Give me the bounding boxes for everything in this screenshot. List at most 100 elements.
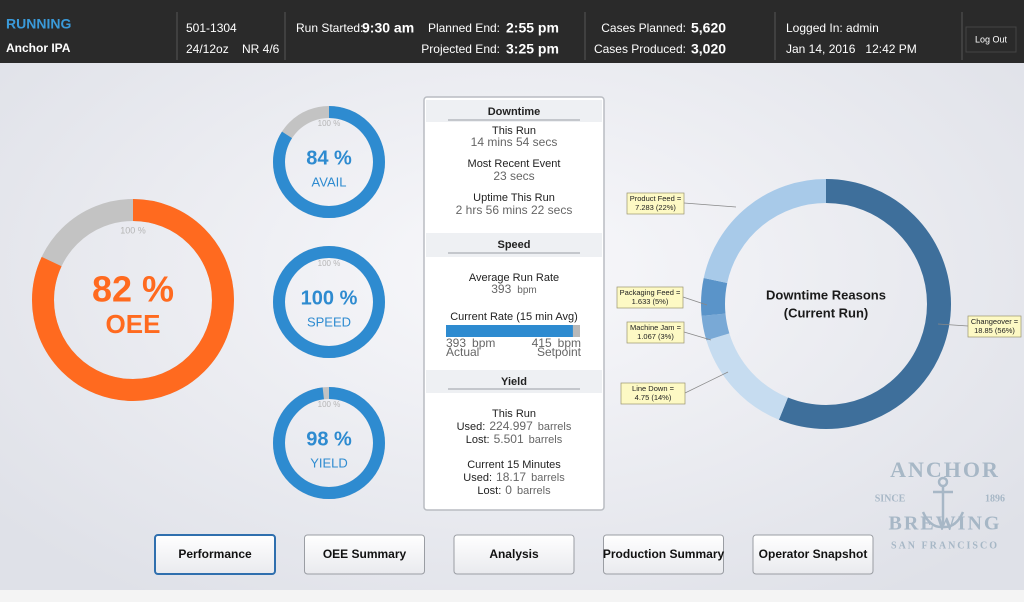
callout-box xyxy=(626,192,685,215)
yield-value: 224.997 xyxy=(489,419,533,433)
callout-box xyxy=(626,321,685,344)
projected-end-label: Projected End: xyxy=(421,42,500,56)
callout-line xyxy=(684,371,729,394)
nav-button[interactable]: Production Summary xyxy=(603,534,725,575)
unit: bpm xyxy=(472,336,495,350)
callout-label: Machine Jam = xyxy=(630,323,682,332)
chart-title: Downtime Reasons xyxy=(766,287,886,302)
product: Anchor IPA xyxy=(6,41,71,55)
cases-planned: 5,620 xyxy=(691,20,726,36)
nav-button-bg[interactable] xyxy=(453,534,575,575)
yield-line: Used: 224.997 barrels xyxy=(457,419,572,433)
callout-value: 1.633 (5%) xyxy=(632,297,669,306)
logged-in: Logged In: admin xyxy=(786,21,879,35)
section-title: Downtime xyxy=(488,106,541,118)
package: 24/12oz xyxy=(186,42,229,56)
actual-value: 393 bpm xyxy=(446,336,495,350)
nav-button-bg[interactable] xyxy=(603,534,724,575)
period-title: This Run xyxy=(492,408,536,420)
nav-button-label[interactable]: Operator Snapshot xyxy=(759,547,868,561)
logo: ANCHOR SINCE 1896 BREWING SAN FRANCISCO xyxy=(875,457,1005,551)
item-value: 393 bpm xyxy=(491,282,536,296)
nav-button-label[interactable]: Production Summary xyxy=(603,547,725,561)
header: RUNNING Anchor IPA 501-1304 24/12oz NR 4… xyxy=(0,0,1024,63)
yield-line: Lost: 5.501 barrels xyxy=(466,432,563,446)
nav-button[interactable]: OEE Summary xyxy=(304,534,425,575)
callout-line xyxy=(682,296,708,306)
donut-slice xyxy=(701,179,951,429)
logo-since: SINCE xyxy=(875,493,906,504)
panel-bg xyxy=(423,96,605,511)
nav-button-bg[interactable] xyxy=(154,534,276,575)
yield-value: 5.501 xyxy=(494,432,524,446)
chart-subtitle: (Current Run) xyxy=(784,305,869,320)
yield-label: Used: xyxy=(457,421,486,433)
gauge-value: 98 % xyxy=(306,428,352,450)
footer-strip xyxy=(0,590,1024,602)
callout-label: Line Down = xyxy=(632,384,675,393)
projected-end: 3:25 pm xyxy=(506,41,559,57)
period-title: Current 15 Minutes xyxy=(467,459,561,471)
item-label: Most Recent Event xyxy=(468,158,561,170)
section-title: Speed xyxy=(497,239,530,251)
callout-line xyxy=(683,202,737,208)
callout-label: Product Feed = xyxy=(630,194,682,203)
run-id: 501-1304 xyxy=(186,21,237,35)
section-title: Yield xyxy=(501,376,527,388)
cases-produced: 3,020 xyxy=(691,41,726,57)
item-label: This Run xyxy=(492,125,536,137)
item-value: 23 secs xyxy=(493,169,534,183)
nav-button-label[interactable]: OEE Summary xyxy=(323,547,407,561)
setpoint-rate: 415 xyxy=(532,336,552,350)
nav-button[interactable]: Performance xyxy=(154,534,276,575)
gauge: 100 % 84 % AVAIL xyxy=(273,106,385,218)
yield-label: Used: xyxy=(463,472,492,484)
datetime: Jan 14, 2016 12:42 PM xyxy=(786,42,917,56)
yield-line: Used: 18.17 barrels xyxy=(463,470,565,484)
yield-unit: barrels xyxy=(538,421,572,433)
run-status: RUNNING xyxy=(6,16,71,32)
callout-box xyxy=(616,286,684,309)
callout-value: 7.283 (22%) xyxy=(635,203,676,212)
gauge: 100 % 98 % YIELD xyxy=(273,387,385,499)
donut-slice xyxy=(701,179,951,429)
gauge-name: AVAIL xyxy=(312,174,347,189)
callout-value: 4.75 (14%) xyxy=(635,393,672,402)
run-started-label: Run Started: xyxy=(296,21,363,35)
item-value: 14 mins 54 secs xyxy=(471,135,558,149)
item-label: Current Rate (15 min Avg) xyxy=(450,311,578,323)
nav-button-bg[interactable] xyxy=(752,534,874,575)
nav-button-label[interactable]: Performance xyxy=(178,547,252,561)
logout-button[interactable]: Log Out xyxy=(965,26,1017,53)
setpoint-value: 415 bpm xyxy=(532,336,581,350)
gauge-max: 100 % xyxy=(318,400,341,409)
actual-label: Actual xyxy=(446,345,479,359)
yield-value: 0 xyxy=(505,483,512,497)
gauge-name: YIELD xyxy=(310,455,348,470)
nav-button-label[interactable]: Analysis xyxy=(489,547,539,561)
callout-box xyxy=(967,315,1022,338)
rate-bar xyxy=(446,325,580,337)
gauge-arc xyxy=(273,387,385,499)
yield-label: Lost: xyxy=(466,434,490,446)
gauges: 100 % 82 %OEE 100 % 84 % AVAIL 100 % 100 % SPEE… xyxy=(32,106,385,499)
cases-produced-label: Cases Produced: xyxy=(594,42,686,56)
unit: bpm xyxy=(558,336,581,350)
gauge: 100 % 82 %OEE xyxy=(32,199,234,401)
logout-bg[interactable] xyxy=(965,26,1017,53)
planned-end-label: Planned End: xyxy=(428,21,500,35)
gauge-value: 84 % xyxy=(306,147,352,169)
downtime-reasons-chart: Downtime Reasons (Current Run) Changeove… xyxy=(616,179,1022,429)
nav-button[interactable]: Analysis xyxy=(453,534,575,575)
nav-bar: Performance OEE Summary Analysis Production… xyxy=(154,534,874,575)
gauge-value: 100 % xyxy=(301,287,358,309)
nav-button[interactable]: Operator Snapshot xyxy=(752,534,874,575)
item-label: Uptime This Run xyxy=(473,192,555,204)
logout-label[interactable]: Log Out xyxy=(975,34,1008,44)
setpoint-label: Setpoint xyxy=(537,345,582,359)
gauge-arc xyxy=(32,199,234,401)
nav-button-bg[interactable] xyxy=(304,534,425,575)
gauge-arc xyxy=(273,246,385,358)
header-bar xyxy=(0,0,1024,63)
